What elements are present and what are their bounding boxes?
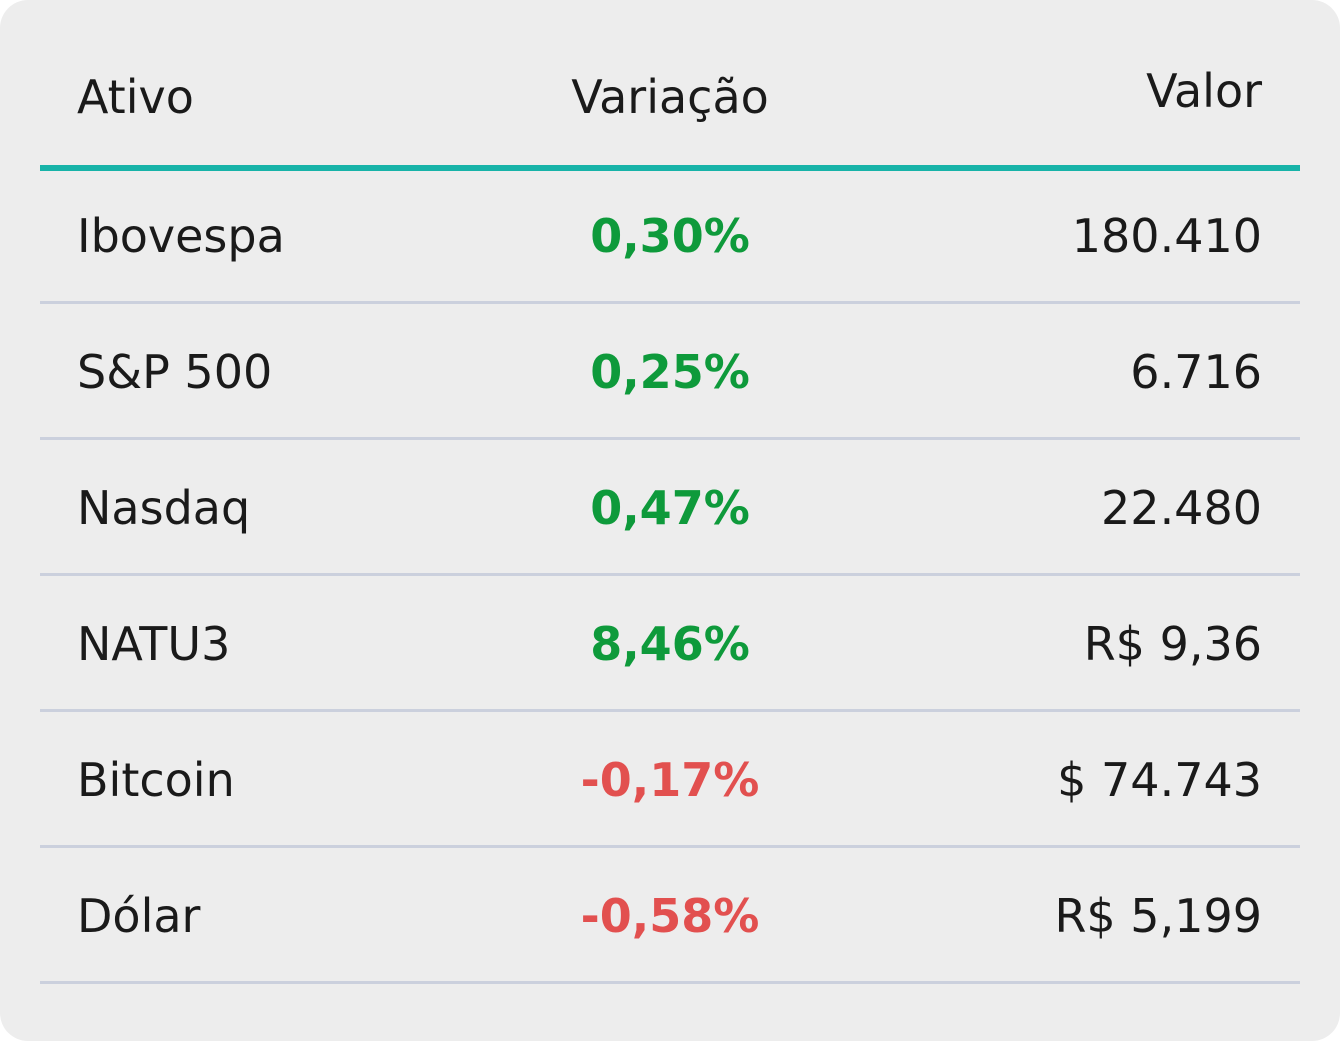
header-divider [40, 165, 1300, 171]
header-change: Variação [571, 70, 769, 124]
asset-change: 0,25% [590, 345, 750, 399]
table-row: Bitcoin -0,17% $ 74.743 [40, 715, 1300, 848]
header-value: Valor [1146, 64, 1262, 118]
asset-change: 0,30% [590, 209, 750, 263]
asset-value: R$ 5,199 [1054, 889, 1262, 943]
asset-name: Nasdaq [77, 481, 251, 535]
asset-name: NATU3 [77, 617, 231, 671]
asset-value: R$ 9,36 [1083, 617, 1262, 671]
table-header: Ativo Variação Valor [40, 0, 1300, 166]
table-row: Nasdaq 0,47% 22.480 [40, 443, 1300, 576]
table-row: S&P 500 0,25% 6.716 [40, 307, 1300, 440]
asset-change: -0,58% [580, 889, 760, 943]
asset-change: -0,17% [580, 753, 760, 807]
asset-value: 6.716 [1130, 345, 1262, 399]
header-asset: Ativo [77, 70, 194, 124]
asset-name: Dólar [77, 889, 201, 943]
asset-value: 180.410 [1071, 209, 1262, 263]
table-row: Dólar -0,58% R$ 5,199 [40, 851, 1300, 984]
table-row: NATU3 8,46% R$ 9,36 [40, 579, 1300, 712]
table-row: Ibovespa 0,30% 180.410 [40, 171, 1300, 304]
asset-name: Bitcoin [77, 753, 235, 807]
asset-name: S&P 500 [77, 345, 273, 399]
asset-name: Ibovespa [77, 209, 285, 263]
asset-value: 22.480 [1101, 481, 1262, 535]
asset-value: $ 74.743 [1057, 753, 1262, 807]
asset-change: 8,46% [590, 617, 750, 671]
asset-change: 0,47% [590, 481, 750, 535]
